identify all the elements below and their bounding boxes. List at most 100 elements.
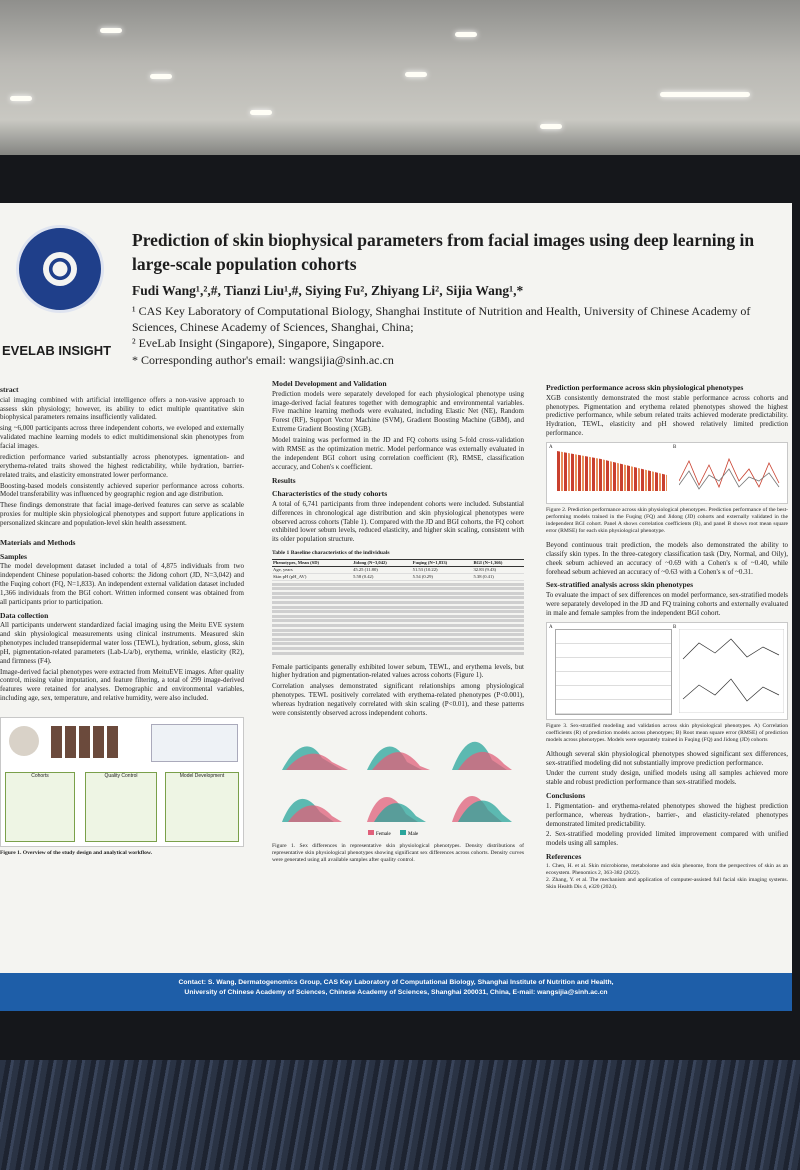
panel-label: A (549, 445, 553, 451)
figure-caption: Figure 1. Sex differences in representat… (272, 842, 524, 863)
paragraph: Under the current study design, unified … (546, 769, 788, 787)
paragraph: Although several skin physiological phen… (546, 749, 788, 767)
paragraph: 1. Pigmentation- and erythema-related ph… (546, 801, 788, 828)
density-plots: Female Male (282, 741, 512, 837)
paragraph: All participants underwent standardized … (0, 621, 244, 665)
authors: Fudi Wang¹,²,#, Tianzi Liu¹,#, Siying Fu… (132, 283, 524, 298)
paragraph: The model development dataset included a… (0, 562, 244, 606)
contact-line: Contact: S. Wang, Dermatogenomics Group,… (178, 979, 614, 986)
panel-label: A (549, 624, 553, 630)
cell: 51.53 (10.22) (411, 566, 473, 574)
bar-panel (557, 451, 667, 492)
affiliation: * Corresponding author's email: wangsiji… (132, 352, 394, 367)
paragraph: cial imaging combined with artificial in… (0, 395, 244, 422)
contact-footer: Contact: S. Wang, Dermatogenomics Group,… (0, 973, 792, 1011)
cell: Age, years (272, 566, 353, 574)
table-header: Phenotypes, Mean (SD) Jidong (N=3,042) F… (272, 559, 524, 567)
heading: Prediction performance across skin physi… (546, 383, 744, 392)
line (682, 678, 780, 702)
cell: 5.58 (0.42) (352, 573, 412, 581)
reference: 1. Chen, H. et al. Skin microbiome, meta… (546, 862, 788, 876)
heading: Sex-stratified analysis across skin phen… (546, 580, 694, 590)
paragraph: To evaluate the impact of sex difference… (546, 591, 788, 617)
density (286, 753, 348, 770)
illegible-row (272, 587, 524, 591)
line-panel (679, 457, 780, 490)
header-cell: Jidong (N=3,042) (352, 559, 412, 567)
header-cell: Phenotypes, Mean (SD) (272, 559, 353, 567)
lamp (150, 74, 172, 79)
left-column: stract cial imaging combined with artifi… (0, 381, 244, 857)
cell: 5.38 (0.41) (472, 573, 524, 581)
header-cell: BGI (N=1,366) (472, 559, 524, 567)
flow-box: Quality Control (85, 772, 157, 843)
figure: Cohorts Quality Control Model Developmen… (0, 717, 244, 848)
flow-label: Quality Control (104, 773, 138, 780)
figure: A B (546, 442, 788, 505)
lamp (660, 92, 750, 97)
cell: Skin pH (pH_AV) (272, 573, 353, 581)
heading: Conclusions (546, 791, 586, 801)
illegible-row (272, 605, 524, 609)
table: Phenotypes, Mean (SD) Jidong (N=3,042) F… (272, 559, 524, 581)
density (372, 751, 430, 770)
figure-caption: Figure 2. Prediction performance across … (546, 507, 788, 534)
lamp (540, 124, 562, 129)
paragraph: Boosting-based models consistently achie… (0, 481, 244, 499)
line-panel (679, 628, 784, 713)
paragraph: Correlation analyses demonstrated signif… (272, 682, 524, 717)
illegible-row (272, 601, 524, 605)
subheading: Data collection (0, 610, 49, 620)
paragraph: A total of 6,741 participants from three… (272, 499, 524, 544)
contact-line: University of Chinese Academy of Science… (184, 988, 608, 996)
illegible-row (272, 646, 524, 650)
figure-caption: Figure 1. Overview of the study design a… (0, 850, 153, 857)
affiliations: ¹ CAS Key Laboratory of Computational Bi… (132, 303, 782, 368)
illegible-row (272, 651, 524, 655)
lamp (10, 96, 32, 101)
heading: Model Development and Validation (272, 379, 387, 388)
lamp (100, 28, 122, 33)
floor (0, 1060, 800, 1170)
illegible-row (272, 623, 524, 627)
lamp (250, 110, 272, 115)
paragraph: Image-derived facial phenotypes were ext… (0, 667, 244, 703)
subheading: Characteristics of the study cohorts (272, 489, 388, 499)
density (458, 800, 512, 822)
affiliation: ¹ CAS Key Laboratory of Computational Bi… (132, 304, 751, 335)
illegible-row (272, 614, 524, 618)
illegible-row (272, 642, 524, 646)
brand: EVELAB INSIGHT (2, 343, 112, 358)
ceiling (0, 0, 800, 160)
illegible-row (272, 582, 524, 586)
paragraph: Female participants generally exhibited … (272, 662, 524, 680)
right-column: Prediction performance across skin physi… (546, 379, 788, 891)
legend-label: Male (408, 832, 419, 837)
table-row: Skin pH (pH_AV) 5.58 (0.42) 5.54 (0.29) … (272, 573, 524, 581)
table-title: Table 1 Baseline characteristics of the … (272, 550, 390, 557)
illegible-row (272, 633, 524, 637)
paragraph: Prediction models were separately develo… (272, 389, 524, 434)
illegible-row (272, 610, 524, 614)
middle-column: Model Development and Validation Predict… (272, 375, 524, 864)
density (288, 805, 342, 822)
cell: 5.54 (0.29) (411, 573, 473, 581)
heading: Materials and Methods (0, 537, 76, 547)
illegible-row (272, 596, 524, 600)
device-image (151, 724, 238, 763)
cell: 45.25 (11.80) (352, 566, 412, 574)
panel-label: B (673, 624, 677, 630)
figure: A B (546, 621, 788, 720)
poster-title: Prediction of skin biophysical parameter… (132, 230, 755, 274)
header-cell: Fuqing (N=1,833) (411, 559, 473, 567)
table-row: Age, years 45.25 (11.80) 51.53 (10.22) 3… (272, 566, 524, 574)
illegible-row (272, 619, 524, 623)
cell: 32.83 (9.43) (472, 566, 524, 574)
paragraph: sing ~6,000 participants across three in… (0, 424, 244, 451)
density (374, 802, 426, 822)
reference: 2. Zhang, Y. et al. The mechanism and ap… (546, 876, 788, 890)
line (679, 468, 780, 490)
flow-box: Cohorts (5, 772, 75, 843)
illegible-row (272, 637, 524, 641)
figure: Female Male (272, 722, 524, 840)
